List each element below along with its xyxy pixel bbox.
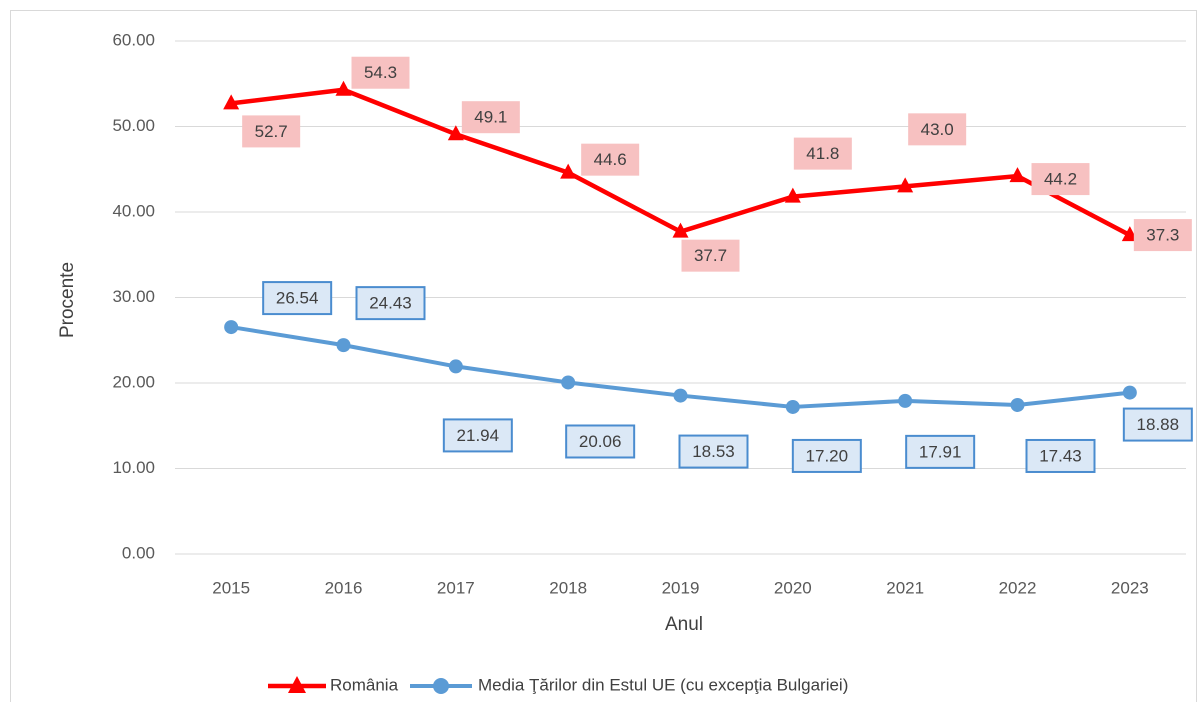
point-marker	[1122, 385, 1137, 400]
data-label: 43.0	[921, 120, 954, 139]
point-marker	[224, 320, 239, 335]
label-box	[581, 143, 640, 176]
label-box	[1025, 438, 1096, 473]
point-marker	[560, 163, 577, 179]
point-marker	[561, 375, 576, 390]
y-tick-label: 30.00	[112, 287, 155, 306]
data-label: 44.6	[594, 150, 627, 169]
y-tick-label: 40.00	[112, 201, 155, 220]
label-box	[678, 434, 749, 469]
data-label: 41.8	[806, 144, 839, 163]
label-box	[262, 281, 333, 316]
label-box	[1122, 407, 1193, 442]
legend-marker	[288, 676, 306, 693]
y-tick-label: 60.00	[112, 30, 155, 49]
x-tick-label: 2021	[886, 578, 924, 597]
series-line	[230, 87, 1131, 238]
label-box	[793, 137, 852, 170]
y-tick-label: 0.00	[122, 543, 155, 562]
x-tick-label: 2017	[437, 578, 475, 597]
label-box	[1133, 219, 1192, 252]
point-marker	[673, 388, 688, 403]
label-box	[791, 438, 862, 473]
data-label: 17.91	[919, 442, 962, 461]
data-label: 24.43	[369, 294, 412, 313]
legend-label: Media Ţărilor din Estul UE (cu excepţia …	[478, 675, 848, 694]
legend-marker	[433, 678, 449, 694]
data-label: 18.88	[1137, 415, 1180, 434]
label-box	[355, 286, 426, 321]
point-marker	[223, 94, 240, 110]
label-box	[908, 113, 967, 146]
point-marker	[448, 359, 463, 374]
y-axis-title: Procente	[57, 262, 78, 338]
data-label: 52.7	[255, 122, 288, 141]
point-marker	[785, 399, 800, 414]
data-label: 26.54	[276, 289, 319, 308]
x-tick-label: 2018	[549, 578, 587, 597]
point-marker	[447, 125, 464, 141]
label-box	[461, 101, 520, 134]
legend-label: România	[330, 675, 399, 694]
label-box	[905, 434, 976, 469]
data-label: 18.53	[692, 442, 735, 461]
point-marker	[336, 338, 351, 353]
x-tick-label: 2022	[999, 578, 1037, 597]
x-tick-label: 2016	[325, 578, 363, 597]
label-box	[242, 115, 301, 148]
label-box	[681, 239, 740, 272]
data-label: 37.7	[694, 246, 727, 265]
y-tick-label: 50.00	[112, 116, 155, 135]
point-marker	[335, 80, 352, 96]
point-marker	[897, 177, 914, 193]
point-marker	[1010, 397, 1025, 412]
x-tick-label: 2015	[212, 578, 250, 597]
x-tick-label: 2023	[1111, 578, 1149, 597]
y-tick-label: 10.00	[112, 458, 155, 477]
x-tick-label: 2020	[774, 578, 812, 597]
label-box	[351, 56, 410, 89]
point-marker	[898, 393, 913, 408]
chart-frame	[10, 10, 1197, 702]
label-box	[565, 424, 636, 459]
data-label: 17.43	[1039, 446, 1082, 465]
data-label: 54.3	[364, 63, 397, 82]
label-box	[1031, 163, 1090, 196]
data-label: 21.94	[457, 426, 500, 445]
label-box	[442, 418, 513, 453]
x-tick-label: 2019	[662, 578, 700, 597]
data-label: 44.2	[1044, 170, 1077, 189]
point-marker	[672, 222, 689, 238]
data-label: 49.1	[474, 108, 507, 127]
point-marker	[784, 187, 801, 203]
data-label: 37.3	[1146, 226, 1179, 245]
data-label: 20.06	[579, 432, 622, 451]
point-marker	[1009, 167, 1026, 183]
y-tick-label: 20.00	[112, 372, 155, 391]
data-label: 17.20	[806, 446, 849, 465]
x-axis-title: Anul	[665, 614, 703, 635]
